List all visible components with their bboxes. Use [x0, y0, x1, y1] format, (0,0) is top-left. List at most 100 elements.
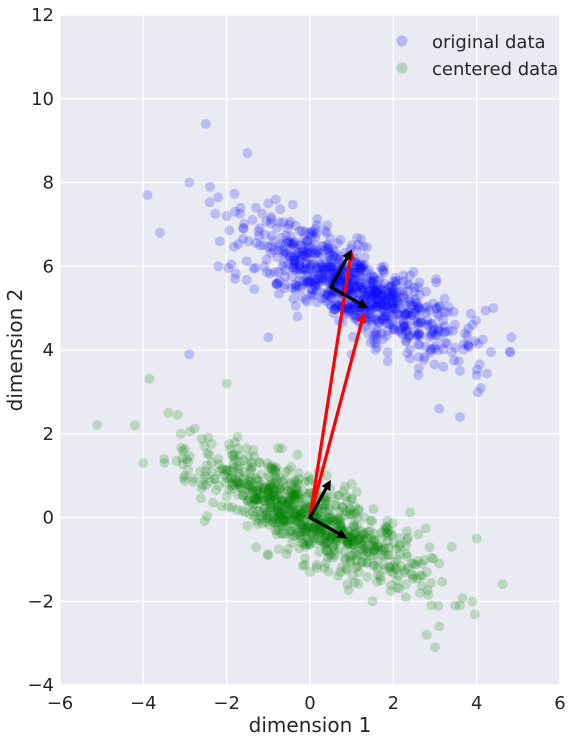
- original-point: [378, 283, 389, 294]
- centered-point: [246, 463, 257, 474]
- centered-point: [270, 525, 281, 536]
- centered-point: [200, 466, 211, 477]
- original-point: [402, 320, 413, 331]
- original-point: [230, 273, 240, 284]
- original-point: [467, 319, 478, 330]
- original-point: [318, 245, 329, 256]
- centered-point: [246, 472, 257, 483]
- centered-point: [285, 500, 295, 511]
- centered-point: [304, 521, 315, 532]
- original-point: [352, 280, 363, 291]
- original-point: [289, 259, 300, 270]
- original-point: [325, 258, 336, 269]
- centered-point: [419, 555, 430, 566]
- original-point: [368, 334, 379, 345]
- centered-point: [426, 578, 437, 588]
- original-point: [393, 308, 404, 319]
- centered-point: [358, 535, 369, 546]
- original-point: [308, 227, 319, 238]
- centered-point: [417, 571, 428, 582]
- centered-point: [177, 445, 188, 456]
- centered-point: [335, 520, 346, 531]
- centered-point: [417, 559, 428, 569]
- centered-point: [336, 511, 346, 522]
- centered-point: [336, 523, 347, 534]
- centered-point: [289, 491, 300, 502]
- centered-point: [321, 536, 332, 547]
- centered-point: [292, 528, 303, 539]
- original-point: [292, 311, 303, 322]
- centered-point: [285, 514, 296, 525]
- original-point: [288, 264, 299, 275]
- centered-point: [303, 471, 314, 482]
- centered-point: [245, 476, 256, 487]
- centered-point: [320, 527, 331, 538]
- original-point: [382, 317, 393, 328]
- centered-point: [342, 538, 353, 548]
- centered-point: [266, 482, 277, 493]
- original-point: [265, 248, 276, 259]
- centered-point: [279, 507, 290, 518]
- centered-point: [244, 476, 255, 487]
- original-point: [330, 300, 341, 311]
- centered-point: [326, 531, 336, 541]
- original-point: [394, 314, 405, 325]
- original-point: [363, 315, 374, 326]
- centered-point: [388, 538, 399, 549]
- original-point: [266, 214, 277, 225]
- original-point: [391, 295, 402, 306]
- original-point: [350, 281, 361, 291]
- centered-point: [269, 478, 280, 488]
- original-point: [401, 326, 412, 337]
- centered-point: [288, 504, 299, 515]
- centered-point: [251, 494, 262, 504]
- original-point: [381, 296, 392, 307]
- centered-point: [315, 527, 325, 537]
- original-point: [265, 218, 276, 229]
- original-point: [318, 264, 328, 275]
- centered-point: [307, 529, 318, 540]
- centered-point: [272, 500, 283, 510]
- original-point: [393, 299, 404, 310]
- original-point: [284, 237, 295, 248]
- centered-point: [257, 479, 268, 490]
- original-point: [205, 181, 215, 192]
- original-point: [367, 300, 378, 310]
- original-point: [273, 245, 284, 255]
- centered-point: [363, 526, 374, 537]
- original-point: [297, 250, 308, 261]
- original-point: [325, 268, 336, 279]
- vector-arrows: [308, 249, 369, 539]
- original-point: [372, 290, 382, 301]
- original-point: [335, 274, 346, 285]
- original-point: [408, 267, 419, 277]
- centered-point: [296, 500, 307, 510]
- centered-point: [348, 543, 359, 554]
- centered-point: [343, 537, 354, 548]
- centered-point: [351, 555, 362, 566]
- centered-point: [410, 559, 421, 570]
- centered-point: [388, 568, 399, 579]
- original-point: [303, 252, 314, 263]
- centered-point: [386, 530, 397, 541]
- centered-point: [400, 592, 411, 603]
- centered-point: [180, 470, 190, 481]
- original-point: [184, 349, 195, 360]
- original-point: [352, 267, 363, 278]
- original-point: [350, 274, 361, 284]
- centered-point: [299, 503, 310, 514]
- centered-point: [300, 541, 311, 552]
- original-point: [327, 261, 338, 272]
- centered-point: [278, 514, 289, 525]
- legend-marker-original: [396, 35, 408, 47]
- centered-point: [359, 528, 370, 538]
- original-point: [385, 282, 396, 293]
- original-point: [294, 259, 305, 270]
- centered-point: [297, 508, 308, 519]
- original-point: [282, 223, 293, 234]
- original-point: [434, 403, 445, 414]
- original-point: [505, 347, 515, 358]
- original-point: [357, 281, 368, 292]
- original-point: [296, 282, 307, 293]
- centered-point: [386, 580, 396, 591]
